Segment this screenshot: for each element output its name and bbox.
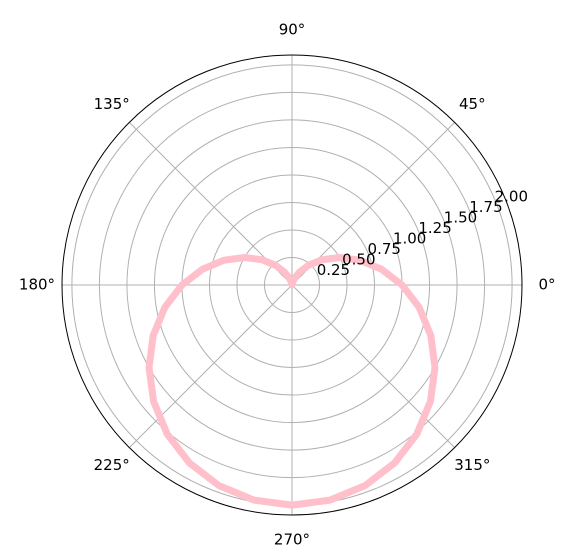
angle-tick-label: 270°	[274, 531, 310, 549]
grid-line	[129, 284, 293, 448]
angle-tick-label: 90°	[279, 21, 306, 39]
radial-tick-label: 1.75	[469, 198, 502, 216]
radial-tick-label: 0.25	[317, 261, 350, 279]
radial-tick-label: 1.25	[418, 219, 451, 237]
radial-tick-label: 1.00	[393, 229, 426, 247]
angle-tick-label: 135°	[94, 95, 130, 113]
data-line	[145, 253, 439, 509]
grid-line	[291, 284, 455, 448]
angle-tick-label: 225°	[94, 456, 130, 474]
radial-tick-label: 1.50	[444, 208, 477, 226]
radial-tick-label: 0.50	[342, 250, 375, 268]
angle-tick-label: 0°	[538, 276, 555, 294]
angle-tick-label: 180°	[19, 276, 55, 294]
angle-tick-label: 315°	[454, 456, 490, 474]
angle-tick-label: 45°	[459, 95, 486, 113]
polar-frame	[61, 54, 523, 516]
radial-tick-label: 0.75	[368, 240, 401, 258]
radial-tick-label: 2.00	[495, 187, 528, 205]
